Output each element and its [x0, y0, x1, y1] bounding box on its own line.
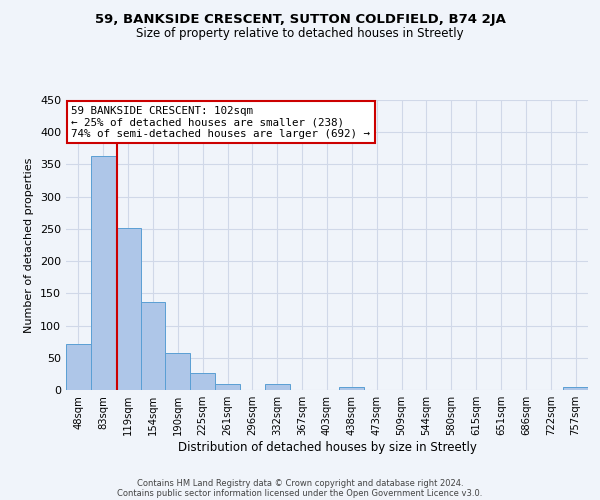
Text: Contains HM Land Registry data © Crown copyright and database right 2024.: Contains HM Land Registry data © Crown c… — [137, 478, 463, 488]
Text: 59, BANKSIDE CRESCENT, SUTTON COLDFIELD, B74 2JA: 59, BANKSIDE CRESCENT, SUTTON COLDFIELD,… — [95, 12, 505, 26]
Text: 59 BANKSIDE CRESCENT: 102sqm
← 25% of detached houses are smaller (238)
74% of s: 59 BANKSIDE CRESCENT: 102sqm ← 25% of de… — [71, 106, 370, 139]
Bar — [66, 344, 91, 390]
Bar — [563, 388, 588, 390]
Bar — [116, 228, 140, 390]
Bar — [340, 388, 364, 390]
Bar — [190, 372, 215, 390]
Bar — [166, 352, 190, 390]
Bar — [265, 384, 290, 390]
Text: Size of property relative to detached houses in Streetly: Size of property relative to detached ho… — [136, 28, 464, 40]
Y-axis label: Number of detached properties: Number of detached properties — [25, 158, 34, 332]
X-axis label: Distribution of detached houses by size in Streetly: Distribution of detached houses by size … — [178, 441, 476, 454]
Bar — [140, 302, 166, 390]
Bar — [91, 156, 116, 390]
Bar — [215, 384, 240, 390]
Text: Contains public sector information licensed under the Open Government Licence v3: Contains public sector information licen… — [118, 488, 482, 498]
